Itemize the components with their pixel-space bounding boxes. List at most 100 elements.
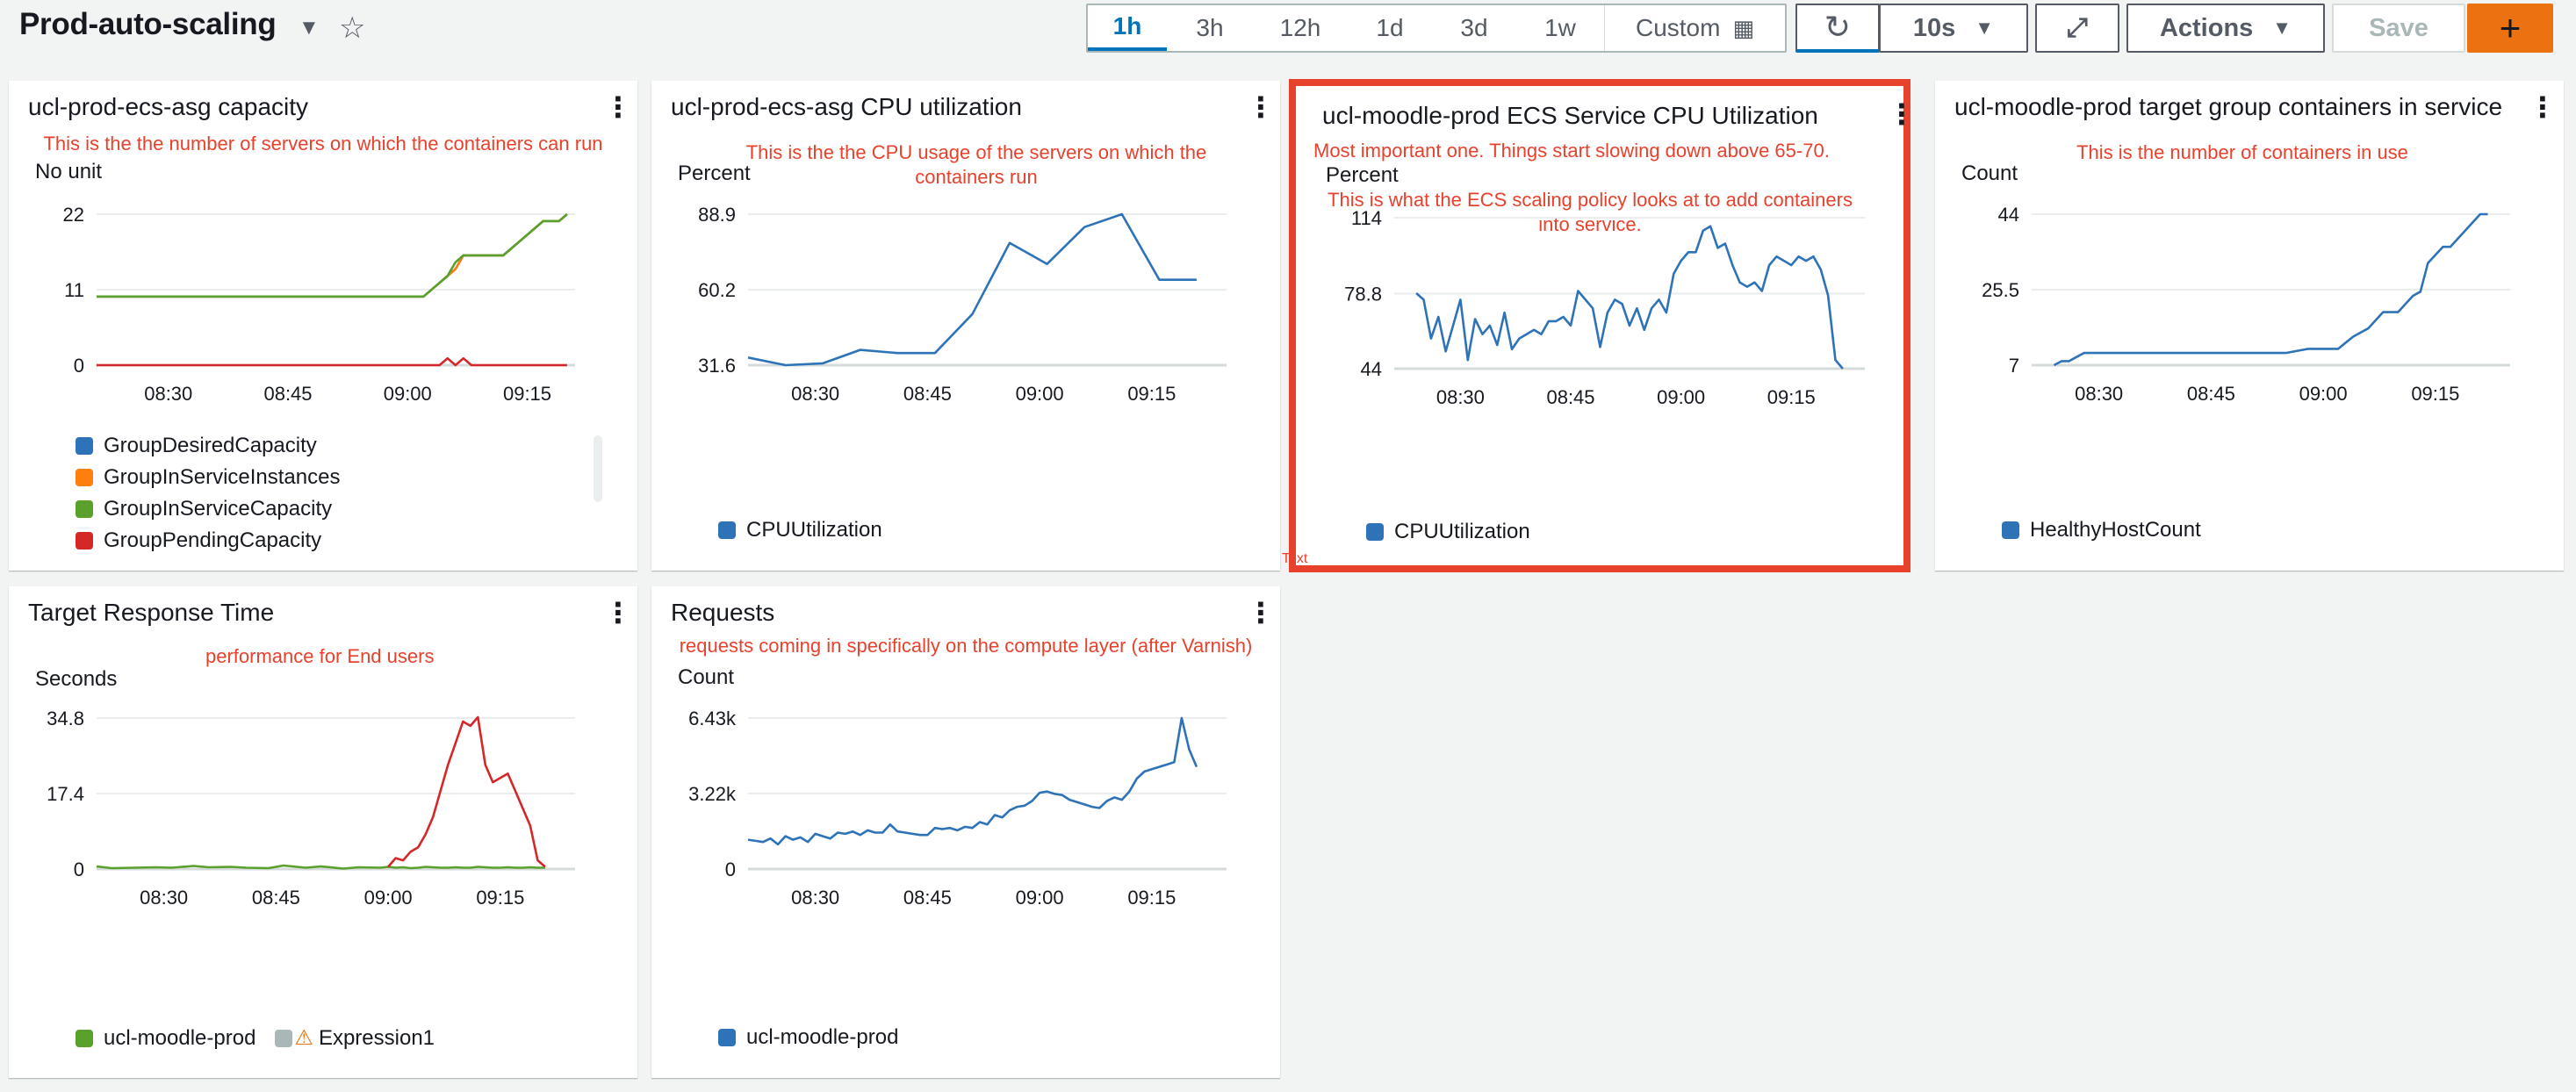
time-range-3h[interactable]: 3h <box>1196 14 1224 41</box>
unit-label: Percent <box>678 162 751 185</box>
chart-plot: 7 25.5 44 08:30 08:45 09:00 09:15 <box>1982 204 2510 405</box>
widget-asg-cpu: ucl-prod-ecs-asg CPU utilization ⋮ This … <box>651 81 1280 571</box>
unit-label: Count <box>1961 162 2018 185</box>
series-line <box>97 213 568 298</box>
series-line <box>96 864 545 870</box>
add-widget-button[interactable]: + <box>2467 4 2553 53</box>
legend-label[interactable]: ucl-moodle-prod <box>746 1025 899 1049</box>
widget-menu-icon[interactable]: ⋮ <box>1247 597 1275 629</box>
dashboard-title: Prod-auto-scaling <box>19 7 277 41</box>
widget-title: Target Response Time <box>28 599 275 626</box>
x-tick-label: 09:15 <box>2411 383 2459 405</box>
time-range-1w[interactable]: 1w <box>1544 14 1576 41</box>
y-tick-label: 0 <box>74 355 84 377</box>
legend-swatch <box>275 1029 293 1047</box>
legend-label[interactable]: CPUUtilization <box>1394 520 1530 543</box>
widget-menu-icon[interactable]: ⋮ <box>604 597 632 629</box>
time-range-1h[interactable]: 1h <box>1088 5 1167 51</box>
legend-label[interactable]: CPUUtilization <box>746 518 882 542</box>
x-tick-label: 08:45 <box>1546 386 1594 408</box>
y-tick-label: 6.43k <box>688 708 737 729</box>
legend-item[interactable]: GroupInServiceInstances <box>76 462 340 493</box>
actions-button[interactable]: Actions ▼ <box>2126 4 2325 53</box>
refresh-interval-select[interactable]: 10s ▼ <box>1879 4 2028 53</box>
refresh-button[interactable]: ↻ <box>1795 4 1880 53</box>
x-tick-label: 08:30 <box>140 887 188 909</box>
unit-label: Percent <box>1326 163 1399 187</box>
unit-label: No unit <box>35 160 103 183</box>
x-tick-label: 09:15 <box>1127 383 1176 405</box>
y-tick-label: 22 <box>63 204 84 226</box>
legend-label[interactable]: HealthyHostCount <box>2030 518 2201 542</box>
legend-item[interactable]: GroupPendingCapacity <box>76 525 340 557</box>
legend-swatch <box>1366 523 1384 541</box>
widget-menu-icon[interactable]: ⋮ <box>1888 98 1916 130</box>
legend-item[interactable]: GroupDesiredCapacity <box>76 430 340 462</box>
series-line <box>1415 225 1844 370</box>
time-range-custom[interactable]: Custom ▦ <box>1604 5 1785 51</box>
legend-label[interactable]: ucl-moodle-prod <box>104 1025 256 1050</box>
legend-swatch <box>76 469 93 486</box>
x-tick-label: 09:00 <box>1016 887 1064 909</box>
save-button[interactable]: Save <box>2332 4 2465 53</box>
refresh-icon: ↻ <box>1824 9 1852 45</box>
caret-down-icon: ▼ <box>1975 17 1995 39</box>
y-tick-label: 7 <box>2009 355 2019 377</box>
x-tick-label: 08:45 <box>263 383 312 405</box>
widget-menu-icon[interactable]: ⋮ <box>2529 91 2557 123</box>
series-line <box>2053 212 2488 367</box>
widget-target-group: ucl-moodle-prod target group containers … <box>1935 81 2564 571</box>
x-tick-label: 09:00 <box>1016 383 1064 405</box>
legend-swatch <box>2002 521 2019 539</box>
annotation-note: Most important one. Things start slowing… <box>1313 140 1830 162</box>
legend-label: GroupInServiceInstances <box>104 465 341 489</box>
widget-response-time: Target Response Time ⋮ performance for E… <box>9 586 637 1078</box>
x-tick-label: 08:45 <box>2187 383 2235 405</box>
chevron-down-icon[interactable]: ▼ <box>299 16 320 40</box>
legend-label[interactable]: Expression1 <box>318 1025 435 1050</box>
star-icon[interactable]: ☆ <box>339 11 366 45</box>
y-tick-label: 11 <box>64 279 84 301</box>
chart-legend: CPUUtilization <box>718 518 882 542</box>
chart-plot: 0 11 22 08:30 08:45 09:00 09:15 <box>63 204 575 405</box>
x-tick-label: 08:30 <box>791 887 839 909</box>
expand-icon: ⤢ <box>2067 13 2088 42</box>
legend-label: GroupPendingCapacity <box>104 528 322 552</box>
y-tick-label: 34.8 <box>47 708 84 729</box>
legend-scrollbar[interactable] <box>594 435 602 502</box>
widget-requests: Requests ⋮ requests coming in specifical… <box>651 586 1280 1078</box>
widget-title: ucl-moodle-prod ECS Service CPU Utilizat… <box>1322 102 1818 129</box>
time-range-1d[interactable]: 1d <box>1376 14 1404 41</box>
y-tick-label: 0 <box>725 859 736 880</box>
chart-legend: GroupDesiredCapacity GroupInServiceInsta… <box>76 430 340 557</box>
chart-legend: ucl-moodle-prod <box>718 1025 898 1050</box>
chart-legend: HealthyHostCount <box>2002 518 2201 542</box>
widget-menu-icon[interactable]: ⋮ <box>1247 91 1275 123</box>
legend-swatch <box>76 1029 93 1047</box>
series-line <box>747 716 1198 846</box>
legend-label: GroupInServiceCapacity <box>104 497 333 521</box>
fullscreen-button[interactable]: ⤢ <box>2035 4 2119 53</box>
y-tick-label: 25.5 <box>1982 279 2019 301</box>
chart-legend: ucl-moodle-prod ⚠ Expression1 <box>76 1025 435 1051</box>
chart-plot: 31.6 60.2 88.9 08:30 08:45 09:00 09:15 <box>698 204 1227 405</box>
y-tick-label: 60.2 <box>698 279 736 301</box>
widget-title: ucl-prod-ecs-asg CPU utilization <box>671 93 1022 120</box>
x-tick-label: 08:30 <box>1436 386 1485 408</box>
widget-menu-icon[interactable]: ⋮ <box>604 91 632 123</box>
annotation-note: This is the number of containers in use <box>2076 141 2408 163</box>
annotation-note-2: This is what the ECS scaling policy look… <box>1328 189 1853 235</box>
widget-title: Requests <box>671 599 775 626</box>
warning-icon: ⚠ <box>294 1026 313 1050</box>
x-tick-label: 09:15 <box>1767 386 1816 408</box>
widget-title: ucl-prod-ecs-asg capacity <box>28 93 309 120</box>
legend-swatch <box>76 532 93 550</box>
time-range-12h[interactable]: 12h <box>1279 14 1321 41</box>
x-tick-label: 08:45 <box>903 887 952 909</box>
y-tick-label: 3.22k <box>688 783 737 805</box>
stray-text-label: Text <box>1282 551 1308 566</box>
time-range-3d[interactable]: 3d <box>1460 14 1488 41</box>
annotation-note: This is the the number of servers on whi… <box>43 133 603 154</box>
legend-item[interactable]: GroupInServiceCapacity <box>76 493 340 525</box>
y-tick-label: 44 <box>1998 204 2019 226</box>
